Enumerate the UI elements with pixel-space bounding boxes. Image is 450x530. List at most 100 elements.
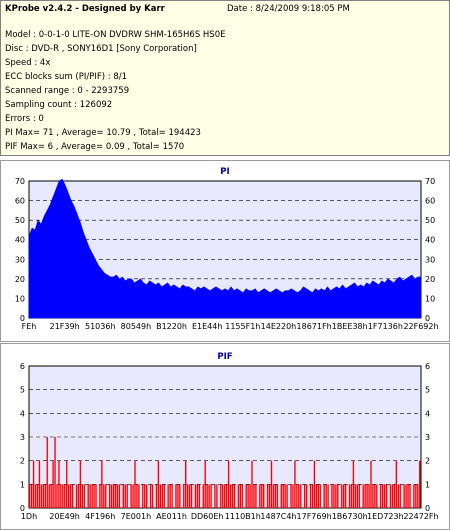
pif-bar xyxy=(419,460,421,508)
pif-bar xyxy=(325,484,327,508)
pif-bar xyxy=(155,484,158,508)
pif-bar xyxy=(393,484,396,508)
pif-bar xyxy=(368,484,370,508)
pif-bar xyxy=(374,484,376,508)
pif-bar xyxy=(399,484,401,508)
pif-bar xyxy=(263,484,265,508)
pif-bar xyxy=(42,484,45,508)
errors-line: Errors : 0 xyxy=(5,114,44,124)
pi-x-tick-label: 1155F1h xyxy=(225,322,260,331)
pi-x-tick-label: FEh xyxy=(22,322,37,331)
pif-bar xyxy=(231,484,234,508)
pif-x-tick-label: 22472Fh xyxy=(403,512,438,521)
pif-bar xyxy=(216,484,218,508)
pif-chart-title: PIF xyxy=(217,352,233,362)
pif-y-tick-label-right: 2 xyxy=(425,457,430,466)
pif-x-tick-label: 1487C4h xyxy=(260,512,296,521)
pif-bar xyxy=(259,484,261,508)
pif-bar xyxy=(186,484,189,508)
pif-bar xyxy=(118,484,121,508)
pi-y-tick-label-left: 20 xyxy=(15,275,25,284)
pif-bar xyxy=(350,484,353,508)
pif-bar xyxy=(144,484,146,508)
pif-y-tick-label-right: 0 xyxy=(425,504,430,513)
pif-bar xyxy=(249,484,251,508)
pi-x-tick-label: 1BEE38h xyxy=(332,322,368,331)
pif-bar xyxy=(167,484,169,508)
pif-bar xyxy=(48,484,50,508)
pif-bar xyxy=(83,484,85,508)
pif-bar xyxy=(225,484,228,508)
pif-bar xyxy=(77,484,80,508)
info-panel: KProbe v2.4.2 - Designed by Karr Date : … xyxy=(0,0,450,156)
pif-bar xyxy=(46,437,48,508)
pif-bar xyxy=(99,484,101,508)
pif-y-tick-label-left: 5 xyxy=(20,386,25,395)
pi-y-tick-label-right: 50 xyxy=(425,216,435,225)
pif-bar xyxy=(130,484,132,508)
pif-bar xyxy=(380,484,382,508)
pif-bar xyxy=(311,484,314,508)
pif-bar xyxy=(66,460,68,508)
pif-bar xyxy=(38,460,41,508)
pif-bar xyxy=(68,484,70,508)
pif-bar xyxy=(179,484,181,508)
pif-bar xyxy=(29,484,31,508)
pif-y-tick-label-right: 6 xyxy=(425,362,430,371)
pif-bar xyxy=(354,484,357,508)
pif-bar xyxy=(198,484,201,508)
pif-y-tick-label-right: 3 xyxy=(425,433,430,442)
pif-bar xyxy=(261,484,263,508)
pif-bar xyxy=(376,484,378,508)
pif-bar xyxy=(194,484,197,508)
pif-y-tick-label-left: 1 xyxy=(20,480,25,489)
pif-bar xyxy=(255,484,257,508)
pif-bar xyxy=(397,484,399,508)
pif-bar xyxy=(294,460,296,508)
pif-bar xyxy=(331,484,333,508)
pif-y-tick-label-left: 6 xyxy=(20,362,25,371)
pif-bar xyxy=(385,484,388,508)
pif-bar xyxy=(348,484,351,508)
pif-bar xyxy=(245,484,247,508)
pif-y-tick-label-left: 3 xyxy=(20,433,25,442)
pif-bar xyxy=(101,460,103,508)
pif-bar xyxy=(122,484,124,508)
pif-bar xyxy=(112,484,115,508)
pif-bar xyxy=(204,460,206,508)
pif-y-tick-label-left: 4 xyxy=(20,409,25,418)
pi-y-tick-label-left: 70 xyxy=(15,177,25,186)
pif-x-tick-label: 7E001h xyxy=(121,512,151,521)
pif-bar xyxy=(89,484,91,508)
pif-bar xyxy=(337,484,339,508)
pi-x-tick-label: 1F7136h xyxy=(368,322,403,331)
pif-y-tick-label-left: 2 xyxy=(20,457,25,466)
pif-bar xyxy=(413,484,415,508)
pif-bar xyxy=(298,484,300,508)
pif-bar xyxy=(69,484,72,508)
pif-bar xyxy=(75,484,78,508)
pif-bar xyxy=(171,484,173,508)
pif-bar xyxy=(71,484,74,508)
pif-bar xyxy=(315,484,318,508)
pif-bar xyxy=(58,460,60,508)
pif-bar xyxy=(237,484,240,508)
pif-bar xyxy=(417,484,419,508)
pi-y-tick-label-left: 30 xyxy=(15,255,25,264)
pif-bar xyxy=(391,484,394,508)
pif-bar xyxy=(108,484,111,508)
pif-bar xyxy=(292,484,294,508)
pif-bar xyxy=(183,484,185,508)
pif-bar xyxy=(405,484,407,508)
pif-bar xyxy=(233,484,236,508)
pif-bar xyxy=(296,484,298,508)
pif-x-tick-label: DD60Eh xyxy=(191,512,224,521)
pi-y-tick-label-left: 50 xyxy=(15,216,25,225)
pif-bar xyxy=(372,484,374,508)
pif-bar xyxy=(206,484,208,508)
pif-bar xyxy=(358,484,360,508)
pif-bar xyxy=(62,484,64,508)
pif-chart: 0 0 1 1 2 2 3 3 4 4 5 5 6 6 1Dh 20E49h 4F196h 7E001h AE011… xyxy=(20,362,439,521)
pif-bar xyxy=(241,484,243,508)
pif-bar xyxy=(114,484,117,508)
